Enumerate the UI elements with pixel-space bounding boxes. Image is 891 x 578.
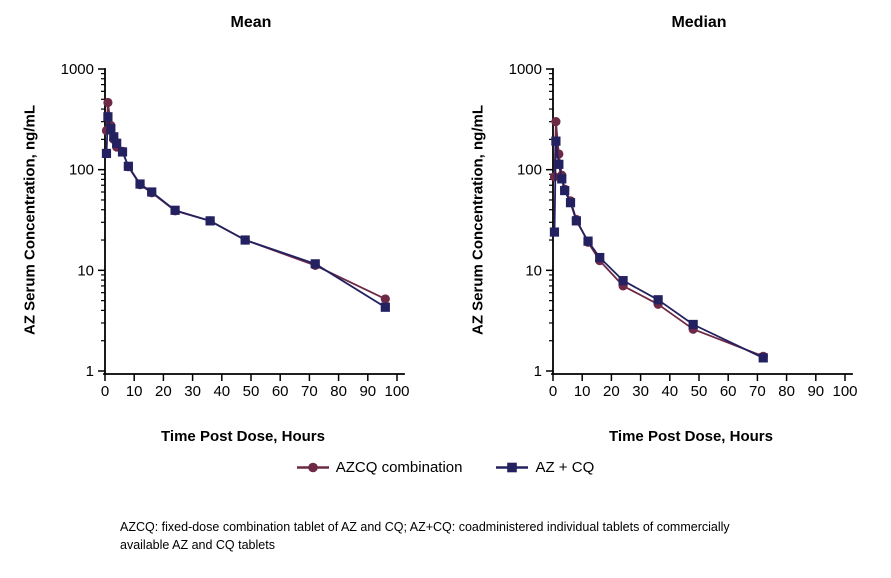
svg-text:100: 100 xyxy=(384,383,409,400)
svg-text:90: 90 xyxy=(359,383,376,400)
svg-text:80: 80 xyxy=(778,383,795,400)
svg-text:100: 100 xyxy=(832,383,857,400)
median-chart-title: Median xyxy=(671,14,727,31)
svg-text:80: 80 xyxy=(330,383,347,400)
svg-text:20: 20 xyxy=(603,383,620,400)
svg-text:30: 30 xyxy=(184,383,201,400)
svg-text:1: 1 xyxy=(86,363,94,380)
svg-text:20: 20 xyxy=(155,383,172,400)
az-cq-square-marker-icon xyxy=(496,462,529,473)
footnote-line-2: available AZ and CQ tablets xyxy=(120,538,275,552)
legend-item-azcq-combination: AZCQ combination xyxy=(296,459,463,476)
svg-text:90: 90 xyxy=(807,383,824,400)
svg-text:70: 70 xyxy=(301,383,318,400)
azcq-circle-marker-icon xyxy=(296,462,329,473)
footnote: AZCQ: fixed-dose combination tablet of A… xyxy=(120,518,810,554)
svg-text:1: 1 xyxy=(534,363,542,380)
footnote-line-1: AZCQ: fixed-dose combination tablet of A… xyxy=(120,520,730,534)
svg-text:30: 30 xyxy=(632,383,649,400)
svg-text:60: 60 xyxy=(720,383,737,400)
median-x-axis-label: Time Post Dose, Hours xyxy=(609,428,773,445)
svg-text:70: 70 xyxy=(749,383,766,400)
svg-text:100: 100 xyxy=(517,162,542,179)
svg-text:10: 10 xyxy=(77,262,94,279)
svg-text:60: 60 xyxy=(272,383,289,400)
svg-text:0: 0 xyxy=(549,383,557,400)
svg-text:10: 10 xyxy=(574,383,591,400)
svg-text:50: 50 xyxy=(691,383,708,400)
svg-text:10: 10 xyxy=(126,383,143,400)
svg-text:100: 100 xyxy=(69,162,94,179)
svg-text:10: 10 xyxy=(525,262,542,279)
svg-text:0: 0 xyxy=(101,383,109,400)
svg-text:1000: 1000 xyxy=(509,61,542,78)
mean-chart-title: Mean xyxy=(230,14,272,31)
legend-item-az-plus-cq: AZ + CQ xyxy=(496,459,594,476)
svg-text:50: 50 xyxy=(243,383,260,400)
legend: AZCQ combination AZ + CQ xyxy=(0,459,891,476)
mean-x-axis-label: Time Post Dose, Hours xyxy=(161,428,325,445)
legend-label-azcq: AZCQ combination xyxy=(335,459,463,476)
svg-text:40: 40 xyxy=(213,383,230,400)
svg-text:1000: 1000 xyxy=(61,61,94,78)
legend-label-az-cq: AZ + CQ xyxy=(535,459,595,476)
svg-text:40: 40 xyxy=(661,383,678,400)
